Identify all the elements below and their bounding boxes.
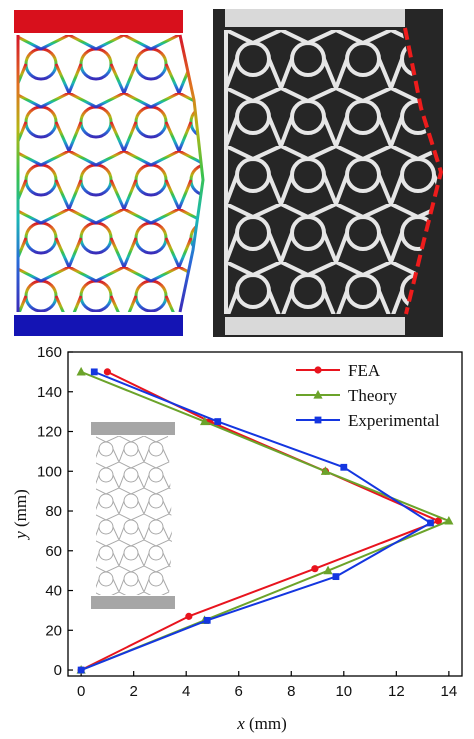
x-tick-label: 10 [335,683,352,700]
legend-label-fea: FEA [348,361,381,380]
x-tick-label: 0 [77,683,85,700]
data-point-experimental [427,519,434,527]
data-point-fea [434,517,442,525]
data-point-theory [76,366,86,376]
data-point-experimental [214,418,222,425]
photo-top-grip [225,9,405,27]
x-axis-label-unit: (mm) [245,714,287,733]
y-tick-label: 40 [45,583,62,600]
data-point-experimental [90,368,98,376]
simulated-lattice-outline [16,34,205,313]
legend-marker-fea [314,366,322,374]
series-layer [76,366,454,674]
experiment-photo [213,9,444,337]
x-axis-label-var: x [236,714,245,733]
x-tick-label: 8 [287,683,295,700]
photo-bottom-grip [225,317,405,335]
y-tick-label: 60 [45,543,62,560]
legend-item-theory: Theory [296,386,398,405]
legend-item-fea: FEA [296,361,381,380]
x-tick-label: 12 [388,683,405,700]
data-point-theory [444,515,454,525]
y-tick-label: 160 [37,344,62,361]
y-tick-label: 100 [37,463,62,480]
x-tick-label: 6 [235,683,243,700]
deformation-trace-line [403,27,444,315]
data-point-theory [320,466,331,475]
y-axis-label-var: y [11,531,30,541]
photo-lattice [226,30,438,314]
data-point-fea [185,612,193,620]
legend-marker-theory [313,390,323,399]
data-point-experimental [332,573,340,581]
y-tick-label: 80 [45,503,62,520]
x-axis: 0 2 4 6 8 10 12 14 [77,671,457,700]
data-point-fea [311,565,319,573]
top-clamp-bar [14,10,183,33]
x-tick-label: 14 [441,683,458,700]
y-tick-label: 140 [37,384,62,401]
inset-top-clamp [91,422,175,435]
simulation-image [14,10,205,336]
legend-label-experimental: Experimental [348,411,440,430]
inset-lattice [96,436,172,595]
data-point-theory [199,416,210,426]
simulated-lattice [18,35,203,312]
x-axis-label: x (mm) [236,714,287,733]
data-point-theory [323,565,333,575]
y-tick-label: 120 [37,424,62,441]
series-experimental [77,368,434,674]
data-point-experimental [203,616,211,624]
line-chart: 0 2 4 6 8 10 12 14 0 20 40 60 80 100 120 140 160 x (mm)… [11,344,463,733]
legend-label-theory: Theory [348,386,398,405]
bottom-clamp-bar [14,315,183,336]
legend: FEA Theory Experimental [296,361,440,430]
plot-frame [67,351,463,677]
y-axis-label: y (mm) [11,489,30,541]
y-axis-label-unit: (mm) [11,489,30,531]
x-tick-label: 4 [182,683,190,700]
legend-item-experimental: Experimental [296,411,440,430]
data-point-experimental [77,666,85,674]
data-point-experimental [340,463,348,471]
y-tick-label: 0 [54,662,62,679]
inset-bottom-clamp [91,596,175,609]
y-axis: 0 20 40 60 80 100 120 140 160 [37,344,73,679]
legend-marker-experimental [314,416,322,424]
inset-specimen-drawing [91,422,175,609]
data-point-fea [103,368,111,376]
y-tick-label: 20 [45,622,62,639]
x-tick-label: 2 [129,683,137,700]
